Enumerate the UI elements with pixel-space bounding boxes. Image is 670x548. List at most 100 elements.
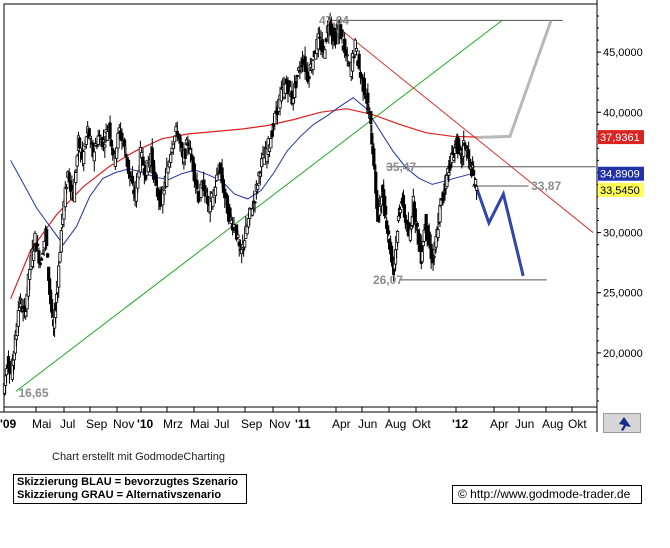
candle-body	[340, 29, 344, 38]
candle-body	[333, 35, 338, 45]
candle-body	[420, 251, 424, 263]
candle-body	[256, 184, 260, 190]
candle-body	[4, 368, 9, 376]
candle-body	[395, 231, 400, 243]
candle-body	[88, 135, 92, 139]
price-box: 33,5450	[598, 182, 644, 197]
candle-body	[369, 111, 373, 125]
candle-body	[474, 185, 479, 191]
candle-body	[82, 151, 86, 165]
legend-blue: Skizzierung BLAU = bevorzugtes Szenario	[17, 476, 238, 488]
candle-body	[84, 136, 88, 145]
candle-body	[75, 155, 79, 167]
candle-body	[366, 92, 370, 104]
candle-body	[345, 54, 349, 57]
candle-body	[112, 150, 116, 155]
candle-body	[103, 144, 107, 148]
candle-body	[373, 164, 377, 170]
price-box-bg	[598, 182, 644, 197]
candle-body	[398, 209, 403, 214]
candle-body	[321, 45, 326, 49]
x-tick-label: Jul	[60, 417, 75, 431]
x-tick-label: Apr	[332, 417, 351, 431]
candle-body	[362, 78, 367, 96]
candle-body	[58, 252, 62, 263]
candle-body	[45, 229, 49, 246]
x-tick-label: '09	[0, 417, 17, 431]
price-label: 33,87	[531, 179, 561, 193]
chart-tool-button[interactable]	[603, 413, 641, 433]
candle-body	[211, 196, 215, 207]
candle-body	[64, 187, 69, 190]
candle-body	[74, 172, 78, 183]
candle-body	[287, 80, 291, 88]
candle-body	[303, 56, 307, 72]
x-tick-label: Sep	[241, 417, 263, 431]
candle-body	[92, 151, 96, 162]
candle-body	[283, 83, 287, 94]
price-box-label: 34,8909	[600, 169, 640, 181]
candle-body	[384, 205, 388, 215]
candle-body	[195, 180, 199, 190]
x-tick-label: Okt	[412, 417, 431, 431]
x-tick-label: '12	[452, 417, 469, 431]
x-tick-label: Nov	[269, 417, 290, 431]
y-tick-label: 45,0000	[603, 47, 643, 59]
candle-body	[463, 142, 467, 147]
price-label: 47,64	[319, 13, 349, 27]
x-tick-label: Apr	[490, 417, 509, 431]
candle-body	[116, 132, 120, 149]
candle-body	[253, 201, 257, 204]
candle-body	[33, 232, 37, 245]
candle-body	[396, 215, 401, 222]
x-tick-label: '10	[137, 417, 154, 431]
candle-body	[213, 186, 218, 197]
candle-body	[53, 310, 58, 319]
x-tick-label: Aug	[385, 417, 406, 431]
price-label: 26,07	[373, 273, 403, 287]
candle-body	[432, 256, 436, 258]
y-tick-label: 30,0000	[603, 228, 643, 240]
source-url[interactable]: © http://www.godmode-trader.de	[452, 485, 642, 504]
downtrend-trendline	[329, 19, 594, 233]
candle-body	[324, 38, 328, 42]
scenario-grey-path	[477, 20, 553, 139]
candle-body	[32, 250, 36, 261]
x-tick-label: Sep	[86, 417, 108, 431]
candle-body	[436, 229, 440, 238]
candle-body	[38, 262, 42, 266]
x-tick-label: '11	[295, 417, 311, 431]
candle-body	[472, 169, 476, 176]
candle-body	[421, 241, 425, 247]
candle-body	[438, 205, 442, 223]
price-box-bg	[598, 130, 644, 145]
candle-body	[183, 148, 187, 159]
candle-body	[307, 76, 311, 80]
candle-body	[269, 138, 273, 149]
uptrend-trendline	[15, 19, 503, 392]
candle-body	[422, 229, 426, 242]
pointer-arrow-icon	[619, 417, 631, 431]
x-tick-label: Okt	[568, 417, 587, 431]
candle-body	[417, 233, 421, 244]
candle-body	[57, 265, 61, 288]
scenario-blue-path	[475, 188, 525, 277]
x-tick-label: Jun	[515, 417, 534, 431]
sma-red-line	[10, 108, 479, 299]
candle-body	[173, 135, 177, 143]
price-boxes: 37,9361 34,8909 33,5450	[598, 130, 644, 197]
candle-body	[243, 240, 247, 248]
candle-body	[130, 175, 135, 184]
candle-body	[236, 234, 240, 238]
candle-body	[96, 135, 100, 145]
price-box-label: 37,9361	[600, 132, 640, 144]
x-axis: '09 Mai Jul Sep Nov '10 Mrz Mai Jul Sep Nov '11 Apr J…	[0, 407, 587, 431]
x-tick-label: Nov	[113, 417, 134, 431]
price-box: 34,8909	[598, 166, 644, 181]
candle-body	[447, 172, 451, 176]
y-tick-label: 40,0000	[603, 107, 643, 119]
candle-body	[250, 208, 255, 216]
sma-blue-line	[10, 97, 472, 246]
candle-body	[122, 139, 127, 146]
